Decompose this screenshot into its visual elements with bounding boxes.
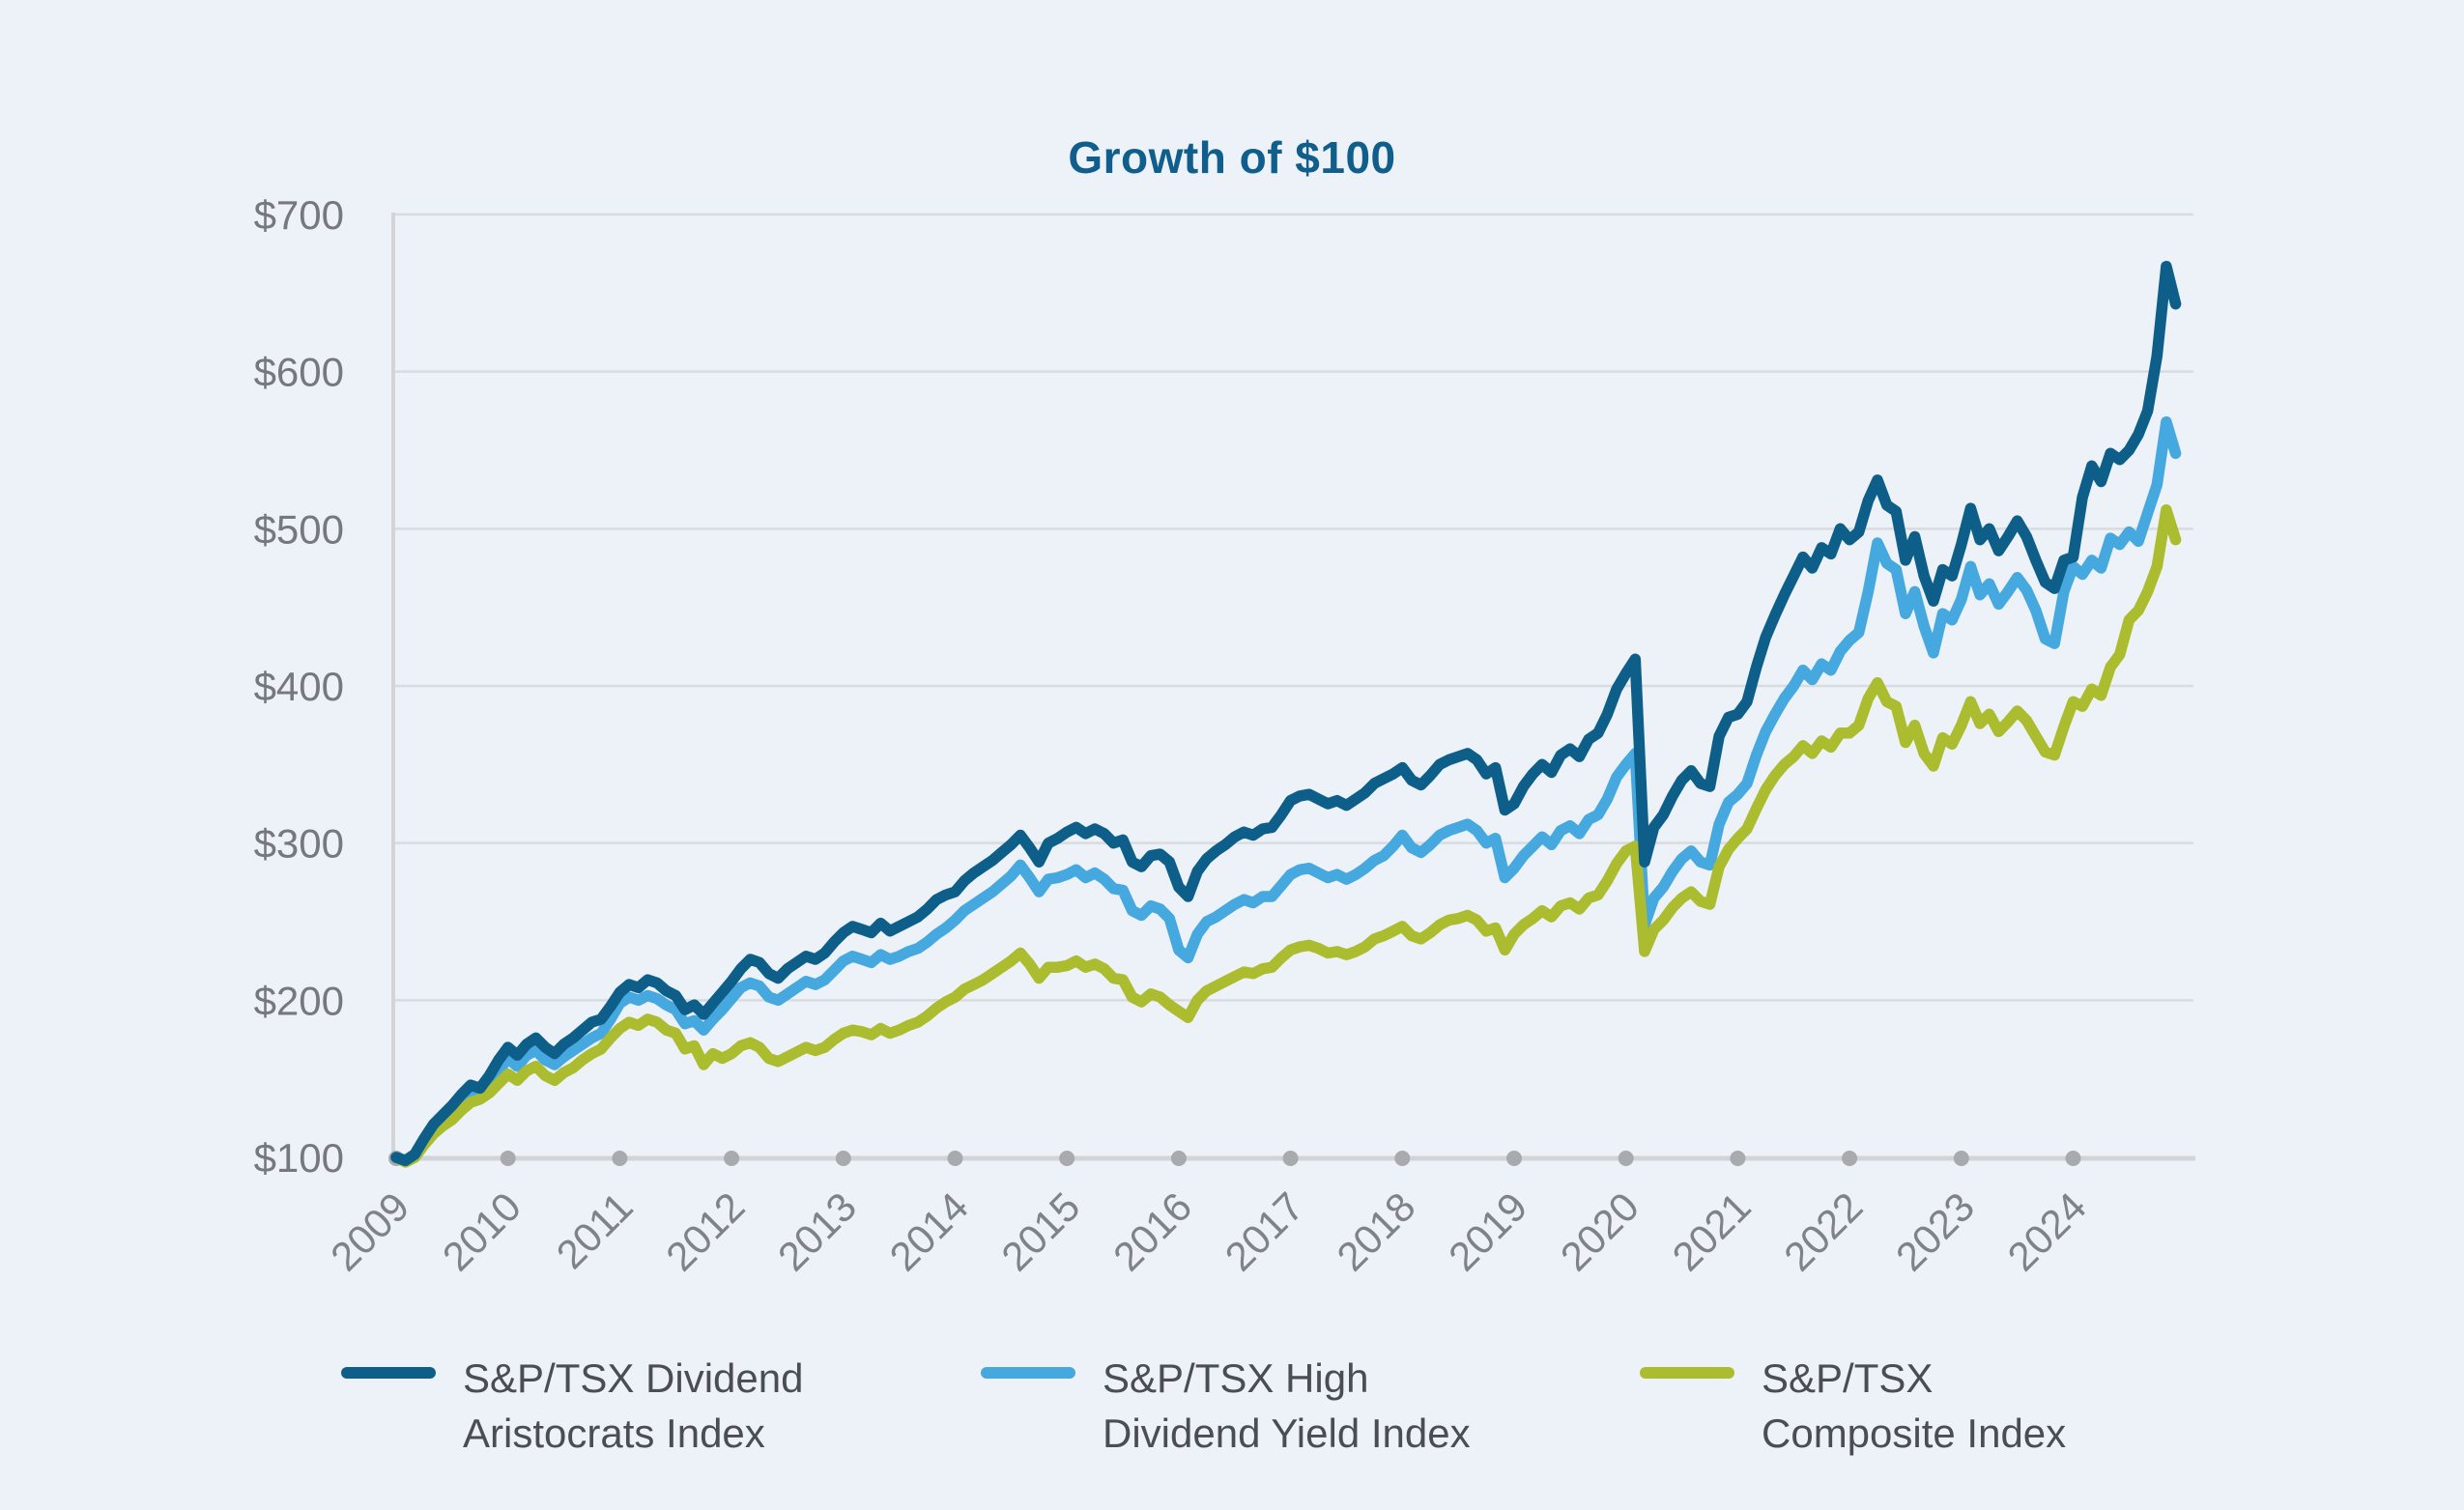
x-axis-label: 2014 <box>881 1183 977 1279</box>
x-axis-label: 2013 <box>769 1183 865 1279</box>
legend-label-line1: S&P/TSX High <box>1103 1355 1369 1401</box>
legend-label-line2: Aristocrats Index <box>463 1410 765 1456</box>
legend-item-composite: S&P/TSX Composite Index <box>1640 1351 2066 1461</box>
series-line-composite <box>390 504 2182 1168</box>
x-axis-label: 2009 <box>322 1183 417 1279</box>
x-axis-tick-dot <box>1059 1151 1075 1166</box>
series-line-high-dividend-yield <box>390 415 2182 1167</box>
x-axis-label: 2024 <box>1999 1183 2095 1279</box>
x-axis-label: 2019 <box>1440 1183 1535 1279</box>
x-axis-label: 2015 <box>992 1183 1088 1279</box>
x-axis-label: 2011 <box>548 1183 642 1277</box>
x-axis-tick-dot <box>2065 1151 2081 1166</box>
x-axis-tick-dot <box>1506 1151 1522 1166</box>
x-axis-tick-dot <box>1842 1151 1858 1166</box>
y-axis-label: $500 <box>254 506 344 552</box>
series-line-dividend-aristocrats <box>390 260 2182 1167</box>
y-axis-label: $100 <box>254 1135 344 1181</box>
x-axis-tick-dot <box>947 1151 963 1166</box>
legend-label-line1: S&P/TSX Dividend <box>463 1355 804 1401</box>
x-axis-tick-dot <box>835 1151 851 1166</box>
x-axis-tick-dot <box>724 1151 740 1166</box>
legend-swatch-dividend-aristocrats <box>341 1367 436 1379</box>
y-axis-label: $600 <box>254 350 344 395</box>
x-axis-label: 2012 <box>657 1183 753 1279</box>
y-axis-label: $200 <box>254 978 344 1023</box>
x-axis-label: 2023 <box>1887 1183 1983 1279</box>
x-axis-tick-dot <box>1618 1151 1634 1166</box>
legend-swatch-composite <box>1640 1367 1734 1379</box>
legend-label: S&P/TSX High Dividend Yield Index <box>981 1351 1471 1461</box>
y-axis-label: $400 <box>254 664 344 709</box>
x-axis-label: 2017 <box>1217 1183 1312 1279</box>
x-axis-tick-dot <box>1170 1151 1187 1166</box>
legend-item-high-dividend-yield: S&P/TSX High Dividend Yield Index <box>981 1351 1471 1461</box>
legend-item-dividend-aristocrats: S&P/TSX Dividend Aristocrats Index <box>341 1351 804 1461</box>
legend-label-line1: S&P/TSX <box>1762 1355 1934 1401</box>
x-axis-tick-dot <box>612 1151 628 1166</box>
y-axis-label: $700 <box>254 192 344 238</box>
legend-label: S&P/TSX Composite Index <box>1640 1351 2066 1461</box>
legend-label-line2: Composite Index <box>1762 1410 2067 1456</box>
x-axis-label: 2022 <box>1775 1183 1871 1279</box>
x-axis-label: 2020 <box>1552 1183 1647 1279</box>
x-axis-tick-dot <box>500 1151 516 1166</box>
x-axis-tick-dot <box>1730 1151 1746 1166</box>
legend-label: S&P/TSX Dividend Aristocrats Index <box>341 1351 804 1461</box>
x-axis-tick-dot <box>1953 1151 1969 1166</box>
chart-title: Growth of $100 <box>1068 132 1396 183</box>
x-axis-tick-dot <box>1282 1151 1299 1166</box>
x-axis-label: 2021 <box>1663 1183 1759 1279</box>
legend-label-line2: Dividend Yield Index <box>1103 1410 1471 1456</box>
x-axis-label: 2018 <box>1328 1183 1423 1279</box>
y-axis-label: $300 <box>254 821 344 867</box>
legend-swatch-high-dividend-yield <box>981 1367 1075 1379</box>
x-axis-tick-dot <box>1394 1151 1411 1166</box>
x-axis-label: 2016 <box>1104 1183 1200 1279</box>
x-axis-label: 2010 <box>434 1183 530 1279</box>
